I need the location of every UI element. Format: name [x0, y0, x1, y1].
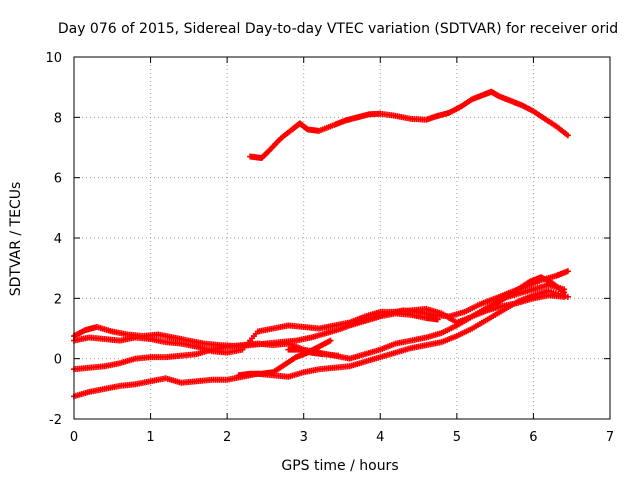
data-point-marker — [564, 268, 571, 275]
x-tick-label: 7 — [606, 430, 614, 445]
x-tick-label: 4 — [376, 430, 384, 445]
data-points — [71, 88, 571, 400]
y-tick-label: 8 — [54, 111, 62, 126]
chart-title: Day 076 of 2015, Sidereal Day-to-day VTE… — [58, 21, 618, 37]
x-tick-label: 5 — [453, 430, 461, 445]
series-track-h — [492, 274, 568, 308]
y-tick-label: 2 — [54, 292, 62, 307]
y-tick-label: 6 — [54, 172, 62, 187]
data-point-marker — [434, 316, 441, 323]
series-track-e — [235, 337, 334, 379]
data-point-marker — [561, 289, 568, 296]
x-tick-label: 6 — [529, 430, 537, 445]
series-track-f — [285, 346, 342, 359]
axis-ticks: 0 1 2 3 4 5 6 7 -2 0 2 4 6 8 10 — [45, 51, 614, 445]
series-track-g — [346, 310, 441, 329]
y-tick-label: 10 — [45, 51, 62, 66]
x-tick-label: 2 — [223, 430, 231, 445]
y-tick-label: 4 — [54, 232, 62, 247]
data-point-marker — [327, 337, 334, 344]
data-point-marker — [564, 132, 571, 139]
data-point-marker — [335, 352, 342, 359]
data-point-marker — [564, 293, 571, 300]
y-axis-title: SDTVAR / TECUs — [8, 182, 24, 297]
y-tick-label: -2 — [49, 413, 62, 428]
x-tick-label: 3 — [300, 430, 308, 445]
y-tick-label: 0 — [54, 353, 62, 368]
series-upper-track — [247, 88, 571, 162]
x-tick-label: 0 — [70, 430, 78, 445]
x-axis-title: GPS time / hours — [281, 458, 398, 474]
x-tick-label: 1 — [146, 430, 154, 445]
